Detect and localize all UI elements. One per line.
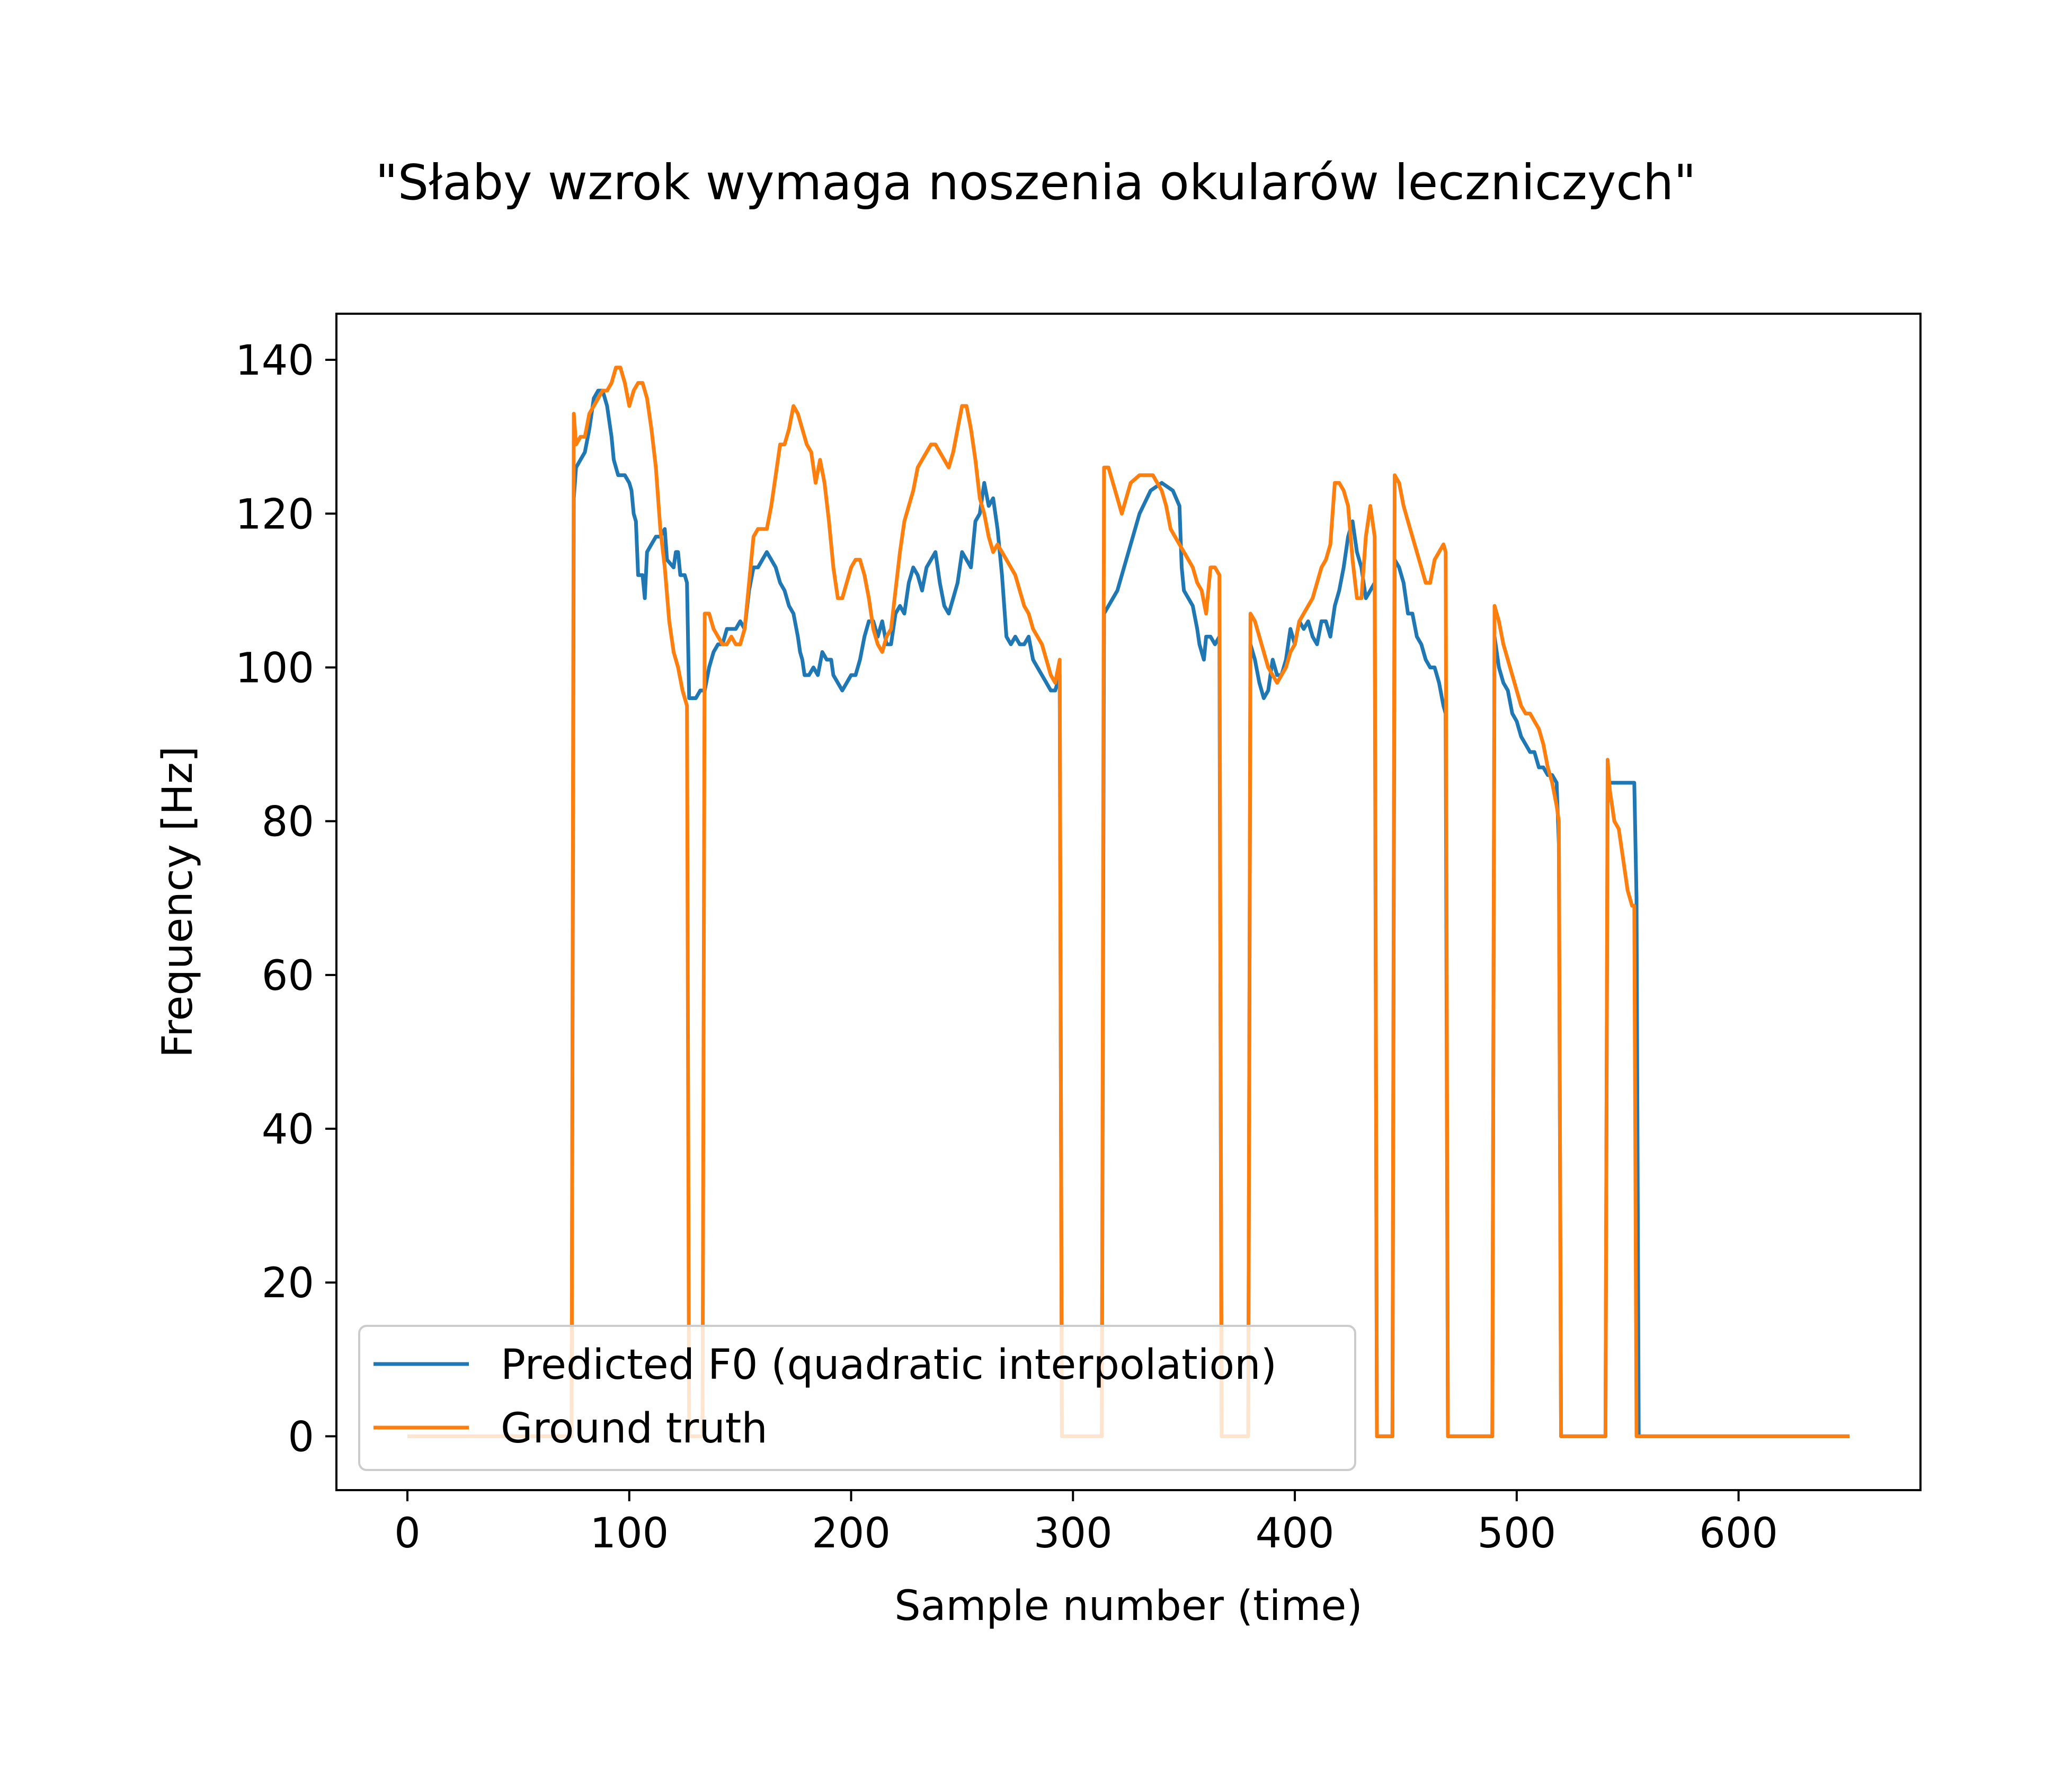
plot-frame — [335, 313, 1922, 1491]
x-axis-ticks: 0 100 200 300 400 500 600 — [394, 1490, 1778, 1557]
series-line-ground-truth — [407, 366, 1849, 1438]
y-axis-label: Frequency [Hz] — [154, 746, 202, 1058]
legend-box — [358, 1325, 1356, 1471]
y-axis-ticks: 0 20 40 60 80 100 120 140 — [235, 337, 336, 1461]
x-axis-label: Sample number (time) — [894, 1582, 1363, 1630]
chart-title: "Słaby wzrok wymaga noszenia okularów le… — [375, 154, 1696, 211]
x-tick-label: 100 — [590, 1510, 669, 1557]
series-line-predicted-f0 — [407, 388, 1849, 1438]
x-tick-label: 200 — [812, 1510, 891, 1557]
x-tick-label: 0 — [394, 1510, 421, 1557]
y-tick-label: 120 — [235, 491, 314, 538]
y-tick-label: 40 — [262, 1106, 314, 1154]
y-tick-label: 20 — [262, 1260, 314, 1307]
legend-label-ground-truth: Ground truth — [501, 1405, 768, 1453]
y-tick-label: 140 — [235, 337, 314, 385]
x-tick-label: 300 — [1034, 1510, 1113, 1557]
x-tick-label: 500 — [1477, 1510, 1556, 1557]
y-tick-label: 60 — [262, 952, 314, 1000]
y-tick-label: 80 — [262, 799, 314, 846]
legend-label-predicted: Predicted F0 (quadratic interpolation) — [501, 1341, 1277, 1389]
y-tick-label: 100 — [235, 644, 314, 692]
legend: Predicted F0 (quadratic interpolation) G… — [358, 1325, 1356, 1471]
x-tick-label: 400 — [1256, 1510, 1335, 1557]
y-tick-label: 0 — [288, 1413, 314, 1461]
plot-lines — [407, 366, 1849, 1438]
x-tick-label: 600 — [1699, 1510, 1778, 1557]
